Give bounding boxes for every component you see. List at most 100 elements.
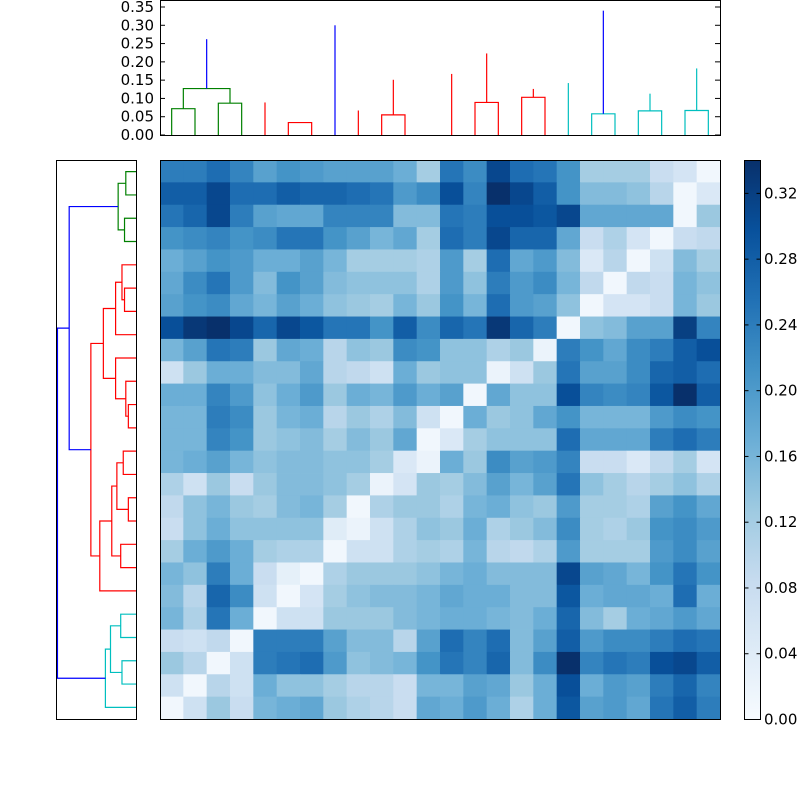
heatmap-cell xyxy=(626,316,651,340)
heatmap-cell xyxy=(370,271,394,295)
heatmap-cell xyxy=(346,383,371,407)
dendrogram-link xyxy=(114,281,136,336)
heatmap-cell xyxy=(673,584,698,608)
heatmap-cell xyxy=(230,182,254,206)
heatmap-cell xyxy=(253,338,278,362)
heatmap-cell xyxy=(650,540,674,563)
heatmap-cell xyxy=(230,316,254,340)
heatmap-cell xyxy=(300,338,324,362)
colorbar-tick-label: 0.04 xyxy=(764,645,797,663)
dendrogram-link xyxy=(90,342,104,557)
heatmap-cell xyxy=(253,204,278,228)
heatmap-cell xyxy=(393,629,418,653)
heatmap-cell xyxy=(650,607,674,630)
heatmap-cell xyxy=(160,428,184,452)
colorbar-tick-label: 0.00 xyxy=(764,711,797,729)
heatmap-cell xyxy=(603,204,628,228)
heatmap-cell xyxy=(230,271,254,295)
heatmap-cell xyxy=(230,517,254,541)
heatmap-cell xyxy=(650,182,674,206)
heatmap-cell xyxy=(206,540,231,563)
heatmap-cell xyxy=(323,383,348,407)
heatmap-cell xyxy=(206,361,231,384)
heatmap-cell xyxy=(416,204,441,228)
heatmap-cell xyxy=(650,383,674,407)
heatmap-cell xyxy=(673,361,698,384)
heatmap-cell xyxy=(533,160,558,183)
heatmap-cell xyxy=(323,540,348,563)
heatmap-cell xyxy=(323,182,348,206)
heatmap-cell xyxy=(300,182,324,206)
heatmap-cell xyxy=(440,584,464,608)
heatmap-cell xyxy=(300,227,324,250)
heatmap-cell xyxy=(416,271,441,295)
heatmap-cell xyxy=(556,361,581,384)
heatmap-cell xyxy=(603,540,628,563)
heatmap-cell xyxy=(323,160,348,183)
heatmap-cell xyxy=(416,629,441,653)
heatmap-cell xyxy=(393,227,418,250)
heatmap-cell xyxy=(160,450,184,474)
dendrogram-link xyxy=(637,110,663,135)
heatmap-cell xyxy=(230,405,254,429)
heatmap-cell xyxy=(276,450,301,474)
heatmap-cell xyxy=(626,517,651,541)
heatmap-cell xyxy=(533,227,558,250)
heatmap-cell xyxy=(556,629,581,653)
heatmap-cell xyxy=(650,249,674,273)
heatmap-cell xyxy=(696,405,721,429)
heatmap-cell xyxy=(370,249,394,273)
heatmap-cell xyxy=(206,607,231,630)
heatmap-cell xyxy=(300,607,324,630)
heatmap-cell xyxy=(370,540,394,563)
heatmap-cell xyxy=(603,584,628,608)
heatmap-cell xyxy=(183,227,208,250)
heatmap-cell xyxy=(440,473,464,496)
heatmap-cell xyxy=(533,584,558,608)
colorbar-tick-label: 0.32 xyxy=(764,184,797,202)
heatmap-cell xyxy=(346,629,371,653)
heatmap-cell xyxy=(486,316,511,340)
heatmap-cell xyxy=(160,562,184,586)
heatmap-cell xyxy=(346,428,371,452)
heatmap-cell xyxy=(206,562,231,586)
heatmap-cell xyxy=(533,674,558,698)
heatmap-cell xyxy=(486,607,511,630)
heatmap-cell xyxy=(626,204,651,228)
heatmap-cell xyxy=(486,383,511,407)
heatmap-cell xyxy=(183,383,208,407)
heatmap-cell xyxy=(393,249,418,273)
dendrogram-link xyxy=(127,497,136,522)
heatmap-cell xyxy=(673,294,698,317)
colorbar-tick-label: 0.28 xyxy=(764,250,797,268)
heatmap-cell xyxy=(650,227,674,250)
heatmap-cell xyxy=(556,249,581,273)
heatmap-cell xyxy=(533,562,558,586)
heatmap-cell xyxy=(416,428,441,452)
heatmap-cell xyxy=(370,405,394,429)
colorbar-tick-label: 0.08 xyxy=(764,579,797,597)
heatmap-cell xyxy=(650,361,674,384)
heatmap-cell xyxy=(300,405,324,429)
heatmap-cell xyxy=(346,271,371,295)
heatmap-cell xyxy=(696,517,721,541)
heatmap-cell xyxy=(696,182,721,206)
heatmap-cell xyxy=(393,271,418,295)
heatmap-cell xyxy=(370,227,394,250)
heatmap-cell xyxy=(463,428,488,452)
heatmap xyxy=(160,160,721,720)
heatmap-cell xyxy=(510,182,534,206)
heatmap-cell xyxy=(440,383,464,407)
heatmap-cell xyxy=(300,428,324,452)
heatmap-cell xyxy=(626,584,651,608)
heatmap-cell xyxy=(440,495,464,519)
heatmap-cell xyxy=(300,473,324,496)
heatmap-cell xyxy=(463,607,488,630)
heatmap-cell xyxy=(696,428,721,452)
heatmap-cell xyxy=(510,562,534,586)
heatmap-cell xyxy=(300,383,324,407)
heatmap-cell xyxy=(580,316,604,340)
heatmap-cell xyxy=(346,696,371,720)
heatmap-cell xyxy=(230,294,254,317)
heatmap-cell xyxy=(276,696,301,720)
